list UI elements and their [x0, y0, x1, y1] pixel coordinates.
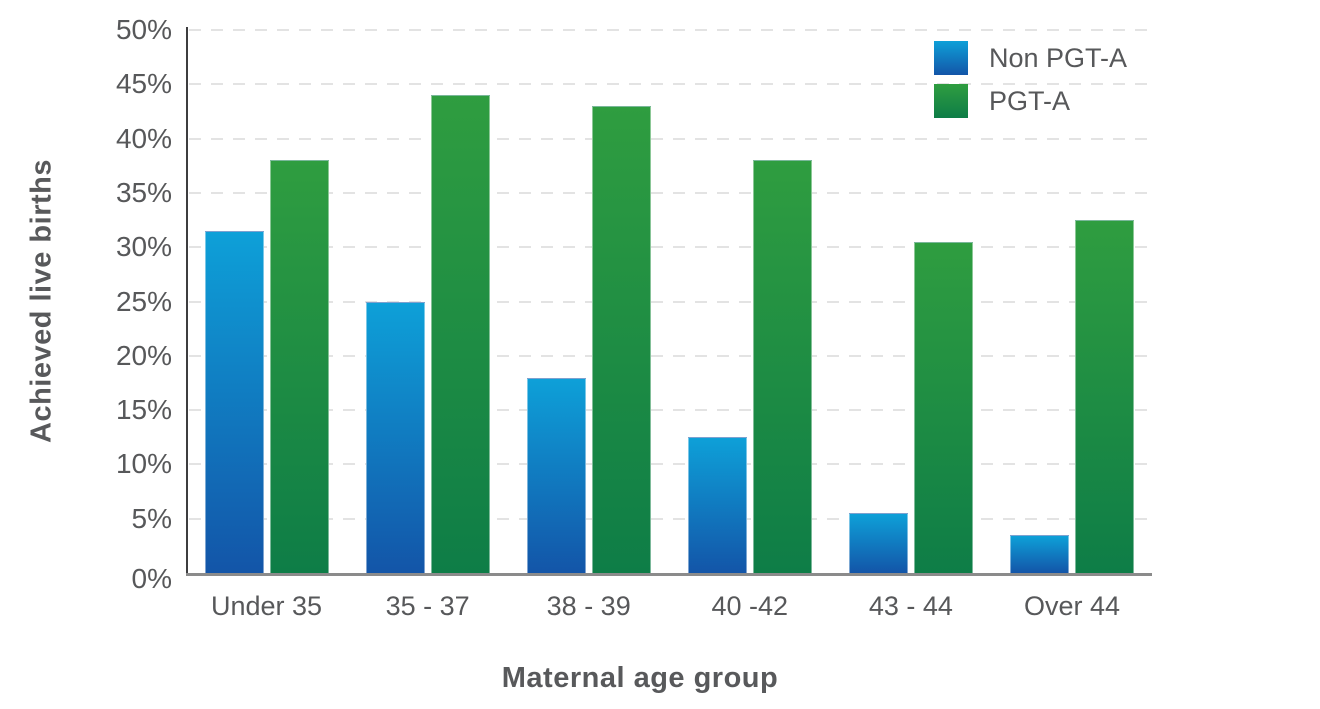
- y-tick-50: 50%: [115, 14, 172, 45]
- y-tick-20: 20%: [115, 339, 172, 371]
- y-axis-line: [186, 27, 188, 575]
- x-tick-under-35: Under 35: [210, 591, 323, 621]
- y-tick-30: 30%: [115, 231, 172, 263]
- y-tick-0: 0%: [131, 563, 172, 594]
- bar-non-pgt-a-under-35: [204, 230, 264, 573]
- gridline-20: [189, 354, 1150, 357]
- y-tick-45: 45%: [115, 68, 172, 100]
- y-tick-25: 25%: [115, 285, 172, 317]
- legend-item-pgta: PGT-A: [934, 84, 1127, 118]
- gridline-25: [189, 300, 1150, 303]
- x-axis-title: Maternal age group: [501, 662, 779, 694]
- y-tick-40: 40%: [115, 122, 172, 154]
- bar-non-pgt-a-40-42: [687, 437, 747, 573]
- legend-item-non-pgta: Non PGT-A: [934, 41, 1127, 75]
- gridline-5: [189, 517, 1150, 520]
- x-tick-35-37: 35 - 37: [385, 591, 470, 621]
- bar-non-pgt-a-43-44: [848, 513, 908, 573]
- gridline-50: [189, 29, 1150, 31]
- bar-pgt-a-over-44: [1075, 220, 1134, 573]
- y-tick-10: 10%: [115, 448, 172, 480]
- bar-pgt-a-40-42: [752, 160, 812, 573]
- x-tick-40-42: 40 -42: [711, 591, 789, 621]
- x-axis-line: [186, 573, 1152, 576]
- x-tick-43-44: 43 - 44: [868, 591, 953, 621]
- bar-non-pgt-a-over-44: [1010, 534, 1069, 573]
- bar-pgt-a-under-35: [269, 160, 329, 573]
- legend-swatch-pgta-icon: [934, 84, 968, 118]
- y-tick-15: 15%: [115, 394, 172, 426]
- gridline-40: [189, 137, 1150, 140]
- gridline-30: [189, 246, 1150, 249]
- bar-pgt-a-38-39: [591, 106, 651, 573]
- bar-pgt-a-35-37: [430, 95, 490, 573]
- gridline-35: [189, 191, 1150, 194]
- y-tick-35: 35%: [115, 176, 172, 208]
- bar-non-pgt-a-35-37: [365, 301, 425, 573]
- x-tick-over-44: Over 44: [1023, 591, 1121, 621]
- gridline-15: [189, 409, 1150, 412]
- bar-pgt-a-43-44: [913, 241, 973, 573]
- gridline-45: [189, 83, 1150, 86]
- y-axis-title: Achieved live births: [25, 159, 58, 443]
- legend-swatch-non-pgta-icon: [934, 41, 968, 75]
- legend-label-non-pgta: Non PGT-A: [989, 43, 1128, 73]
- x-tick-38-39: 38 - 39: [546, 591, 631, 621]
- gridline-10: [189, 463, 1150, 466]
- y-tick-5: 5%: [131, 502, 172, 534]
- bar-non-pgt-a-38-39: [526, 377, 586, 573]
- legend: Non PGT-A PGT-A: [934, 41, 1127, 127]
- legend-label-pgta: PGT-A: [989, 86, 1071, 116]
